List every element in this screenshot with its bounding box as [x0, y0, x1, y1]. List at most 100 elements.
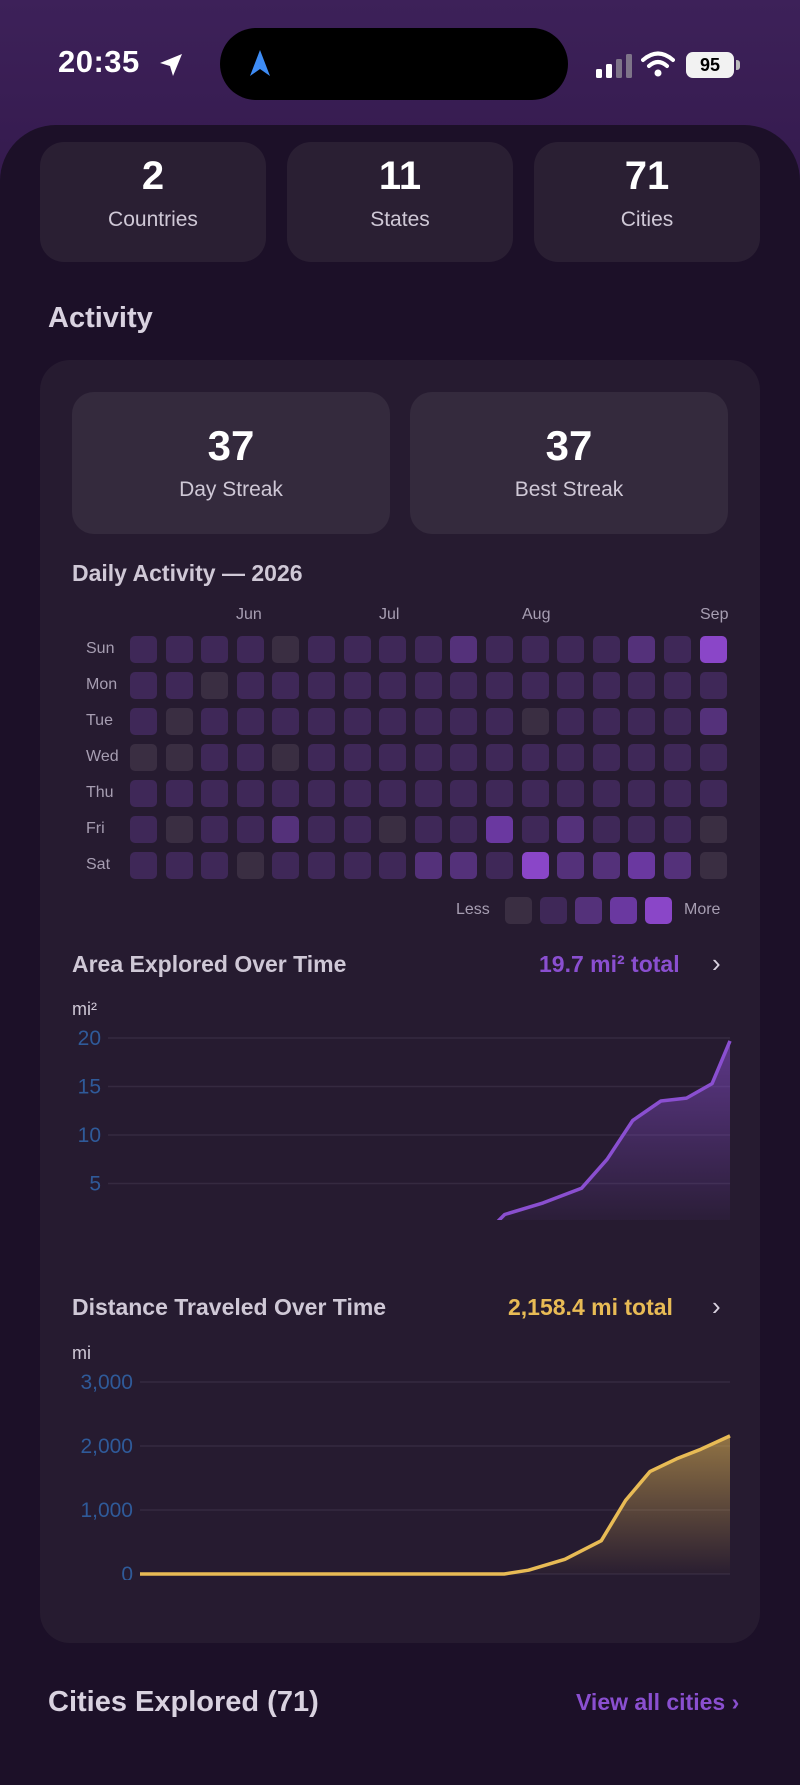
distance-chart-title: Distance Traveled Over Time — [72, 1294, 387, 1320]
heatmap-cell — [272, 780, 300, 807]
heatmap-cell — [236, 780, 264, 807]
heatmap-cell — [414, 708, 442, 735]
heatmap-cell — [414, 744, 442, 771]
heatmap-cell — [557, 672, 585, 699]
heatmap-cell — [628, 780, 656, 807]
heatmap-month-label: Aug — [522, 606, 551, 623]
heatmap-cell — [308, 816, 335, 843]
heatmap-cell — [130, 852, 157, 879]
area-chart-title: Area Explored Over Time — [72, 951, 347, 977]
heatmap-cell — [592, 780, 620, 807]
heatmap-cell — [414, 636, 442, 663]
activity-section-title: Activity — [48, 302, 153, 334]
heatmap-cell — [379, 852, 407, 879]
heatmap-cell — [343, 708, 371, 735]
area-fill — [140, 1435, 730, 1574]
heatmap-day-label: Wed — [86, 748, 119, 765]
distance-total[interactable]: 2,158.4 mi total — [508, 1294, 673, 1320]
heatmap-cell — [592, 636, 620, 663]
heatmap-cell — [486, 780, 513, 807]
heatmap-day-label: Thu — [86, 784, 114, 801]
location-arrow-icon — [160, 54, 182, 76]
heatmap-cell — [165, 816, 193, 843]
distance-chevron-icon[interactable]: › — [712, 1291, 721, 1321]
heatmap-cell — [557, 780, 585, 807]
stat-card-states[interactable]: 11 States — [287, 142, 513, 262]
heatmap-cell — [664, 816, 691, 843]
heatmap-cell — [379, 672, 407, 699]
heatmap-cell — [414, 852, 442, 879]
day-streak-card: 37 Day Streak — [72, 392, 390, 534]
heatmap-cell — [165, 672, 193, 699]
heatmap-cell — [201, 852, 229, 879]
heatmap-cell — [130, 708, 157, 735]
y-tick-label: 20 — [78, 1027, 101, 1050]
heatmap-cell — [308, 744, 335, 771]
heatmap-cell — [236, 672, 264, 699]
heatmap-cell — [343, 816, 371, 843]
heatmap-cell — [165, 852, 193, 879]
heatmap-cell — [486, 852, 513, 879]
heatmap-cell — [130, 672, 157, 699]
heatmap-cell — [201, 672, 229, 699]
heatmap-cell — [201, 636, 229, 663]
heatmap-cell — [486, 636, 513, 663]
heatmap-cell — [699, 852, 727, 879]
heatmap-cell — [664, 852, 691, 879]
heatmap-cell — [699, 816, 727, 843]
area-unit-label: mi² — [72, 999, 97, 1019]
heatmap-day-label: Fri — [86, 820, 105, 837]
navigation-icon — [250, 50, 270, 76]
stat-card-countries[interactable]: 2 Countries — [40, 142, 266, 262]
heatmap-cell — [486, 816, 513, 843]
stat-label: Countries — [108, 208, 198, 231]
wifi-icon — [641, 51, 675, 77]
heatmap-cell — [379, 708, 407, 735]
area-fill — [499, 1040, 730, 1220]
heatmap-cell — [130, 780, 157, 807]
heatmap-cell — [379, 780, 407, 807]
heatmap-cell — [201, 744, 229, 771]
heatmap-cell — [557, 852, 585, 879]
heatmap-cell — [699, 708, 727, 735]
view-all-cities-link[interactable]: View all cities › — [576, 1689, 739, 1716]
area-chevron-icon[interactable]: › — [712, 948, 721, 978]
legend-level-4 — [645, 897, 672, 924]
heatmap-cell — [664, 636, 691, 663]
heatmap-cell — [308, 672, 335, 699]
heatmap-cell — [592, 816, 620, 843]
activity-panel — [40, 360, 760, 1643]
heatmap-cell — [628, 708, 656, 735]
heatmap-cell — [130, 636, 157, 663]
heatmap-month-label: Jul — [379, 606, 400, 623]
series-line — [140, 1434, 731, 1576]
cellular-signal-icon — [596, 54, 632, 78]
series-line — [496, 1040, 732, 1220]
area-total[interactable]: 19.7 mi² total — [539, 951, 680, 977]
heatmap-cell — [521, 672, 549, 699]
heatmap-cell — [165, 708, 193, 735]
heatmap-cell — [272, 852, 300, 879]
heatmap-cell — [343, 636, 371, 663]
stat-value: 2 — [141, 154, 165, 198]
y-tick-label: 5 — [89, 1173, 101, 1196]
view-all-cities-label: View all cities — [576, 1689, 726, 1715]
status-time: 20:35 — [58, 44, 140, 79]
day-streak-label: Day Streak — [179, 478, 283, 501]
stat-label: States — [370, 208, 430, 231]
heatmap-cell — [130, 744, 157, 771]
heatmap-cell — [236, 708, 264, 735]
heatmap-cell — [592, 744, 620, 771]
heatmap-day-label: Sat — [86, 856, 111, 873]
heatmap-cell — [699, 636, 727, 663]
heatmap-cell — [343, 744, 371, 771]
legend-level-2 — [575, 897, 602, 924]
y-tick-label: 15 — [78, 1076, 101, 1099]
heatmap-cell — [664, 744, 691, 771]
heatmap-month-label: Jun — [236, 606, 262, 623]
heatmap-cell — [521, 636, 549, 663]
heatmap-cell — [450, 708, 478, 735]
heatmap-cell — [236, 852, 264, 879]
stat-card-cities[interactable]: 71 Cities — [534, 142, 760, 262]
heatmap-cell — [201, 780, 229, 807]
